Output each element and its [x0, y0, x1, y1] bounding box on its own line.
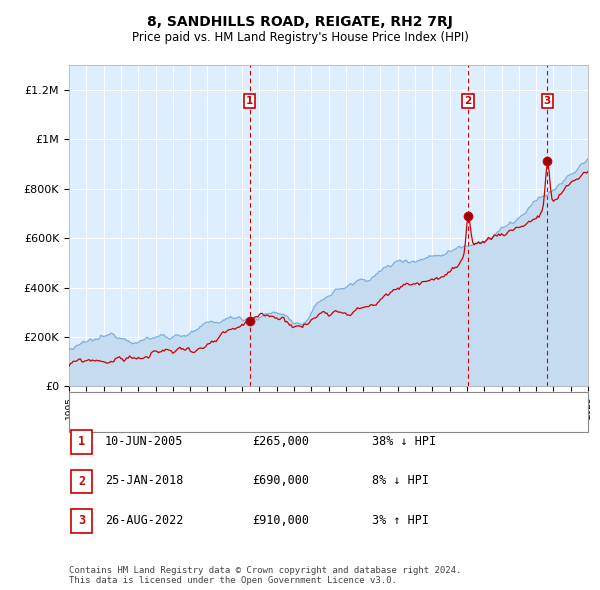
Text: 8% ↓ HPI: 8% ↓ HPI — [372, 474, 429, 487]
Text: 3: 3 — [544, 96, 551, 106]
FancyBboxPatch shape — [71, 470, 92, 493]
Text: £910,000: £910,000 — [252, 514, 309, 527]
FancyBboxPatch shape — [69, 392, 588, 432]
Text: 10-JUN-2005: 10-JUN-2005 — [105, 435, 184, 448]
Text: 3% ↑ HPI: 3% ↑ HPI — [372, 514, 429, 527]
Text: 2: 2 — [464, 96, 472, 106]
Text: HPI: Average price, detached house, Reigate and Banstead: HPI: Average price, detached house, Reig… — [106, 418, 455, 428]
Text: Contains HM Land Registry data © Crown copyright and database right 2024.
This d: Contains HM Land Registry data © Crown c… — [69, 566, 461, 585]
Text: 25-JAN-2018: 25-JAN-2018 — [105, 474, 184, 487]
Text: £690,000: £690,000 — [252, 474, 309, 487]
Text: 8, SANDHILLS ROAD, REIGATE, RH2 7RJ (detached house): 8, SANDHILLS ROAD, REIGATE, RH2 7RJ (det… — [106, 395, 430, 405]
Text: 3: 3 — [78, 514, 85, 527]
Text: 2: 2 — [78, 475, 85, 488]
Text: 1: 1 — [246, 96, 253, 106]
FancyBboxPatch shape — [71, 430, 92, 454]
Text: 38% ↓ HPI: 38% ↓ HPI — [372, 435, 436, 448]
Text: 26-AUG-2022: 26-AUG-2022 — [105, 514, 184, 527]
Text: 8, SANDHILLS ROAD, REIGATE, RH2 7RJ: 8, SANDHILLS ROAD, REIGATE, RH2 7RJ — [147, 15, 453, 29]
Text: £265,000: £265,000 — [252, 435, 309, 448]
Text: 1: 1 — [78, 435, 85, 448]
FancyBboxPatch shape — [71, 509, 92, 533]
Text: Price paid vs. HM Land Registry's House Price Index (HPI): Price paid vs. HM Land Registry's House … — [131, 31, 469, 44]
